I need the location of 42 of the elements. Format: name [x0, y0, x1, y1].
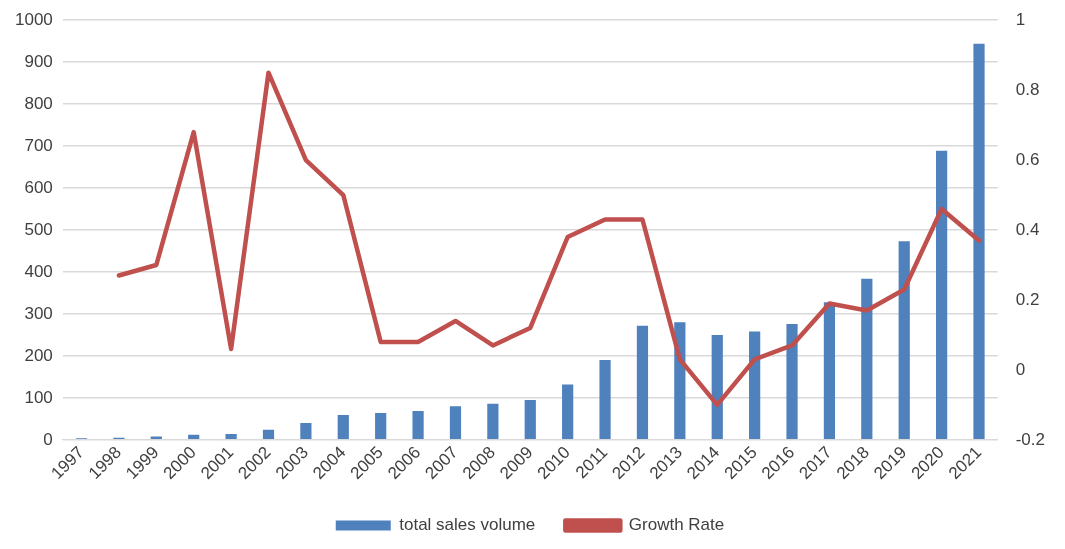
- y-tick-label: 100: [24, 387, 53, 407]
- bar: [711, 334, 723, 440]
- bar: [749, 331, 761, 440]
- y-tick-label: 800: [24, 93, 53, 113]
- legend-label: Growth Rate: [628, 515, 725, 535]
- y2-tick-label: 0.4: [1015, 219, 1040, 239]
- bar: [524, 399, 536, 440]
- y-tick-label: 200: [24, 345, 53, 365]
- y2-tick-label: 0.8: [1015, 79, 1040, 99]
- bar: [225, 433, 237, 440]
- bar: [487, 403, 499, 440]
- bar: [936, 150, 948, 440]
- y-tick-label: 300: [24, 303, 53, 323]
- y2-tick-label: 0.6: [1015, 149, 1040, 169]
- bar: [150, 436, 162, 440]
- y2-tick-label: 1: [1015, 9, 1026, 29]
- bar: [375, 412, 387, 440]
- y-tick-label: 500: [24, 219, 53, 239]
- bar: [786, 324, 798, 440]
- y-tick-label: 0: [43, 429, 53, 449]
- bar: [636, 325, 649, 440]
- legend-label: total sales volume: [399, 515, 536, 535]
- y-tick-label: 600: [24, 177, 53, 197]
- y-tick-label: 1000: [14, 9, 53, 29]
- bar: [861, 278, 873, 440]
- bar: [188, 434, 200, 440]
- y-tick-label: 900: [24, 51, 53, 71]
- y2-tick-label: 0.2: [1015, 289, 1040, 309]
- bar: [562, 384, 574, 440]
- bar: [300, 423, 312, 440]
- bar: [412, 410, 424, 440]
- bar: [337, 415, 349, 440]
- y-tick-label: 700: [24, 135, 53, 155]
- bar: [599, 360, 611, 440]
- bar: [898, 241, 910, 440]
- bar: [973, 43, 985, 440]
- y2-tick-label: 0: [1015, 359, 1026, 379]
- y-tick-label: 400: [24, 261, 53, 281]
- bar: [262, 429, 275, 440]
- y2-tick-label: -0.2: [1015, 429, 1045, 449]
- bar: [449, 406, 462, 440]
- bar: [823, 302, 836, 440]
